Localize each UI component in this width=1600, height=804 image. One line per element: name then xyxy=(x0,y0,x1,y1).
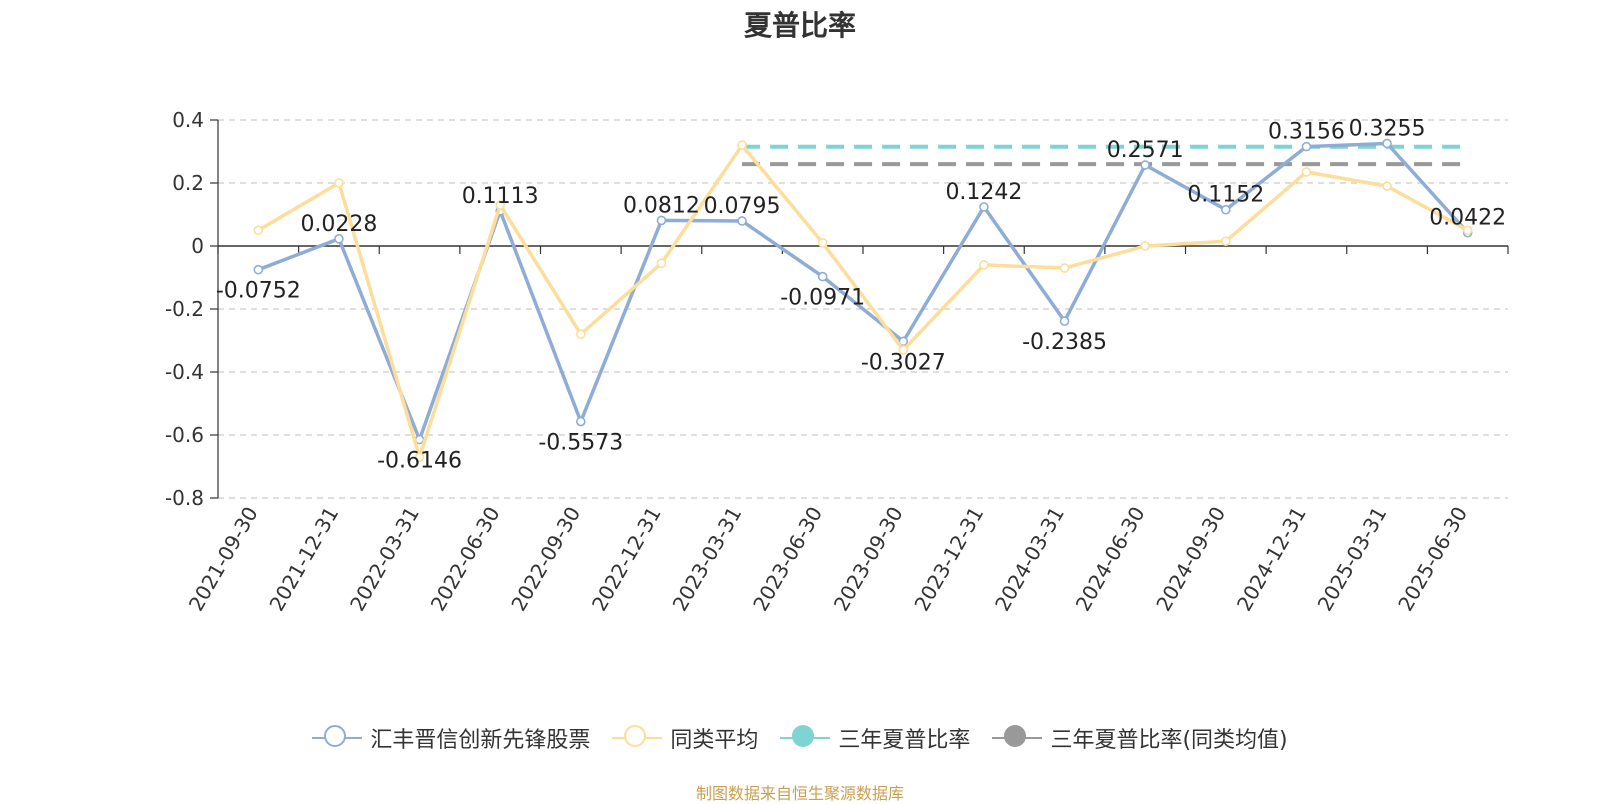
data-label: 0.0228 xyxy=(300,212,377,237)
y-tick-label: -0.8 xyxy=(165,486,204,510)
series-point xyxy=(656,215,667,226)
legend-marker-fund xyxy=(312,724,363,752)
data-label: -0.0752 xyxy=(216,279,301,304)
series-point xyxy=(1140,241,1150,251)
data-label: 0.3255 xyxy=(1349,116,1426,141)
series-point xyxy=(737,216,747,226)
x-tick-label: 2023-06-30 xyxy=(748,503,827,616)
series-point xyxy=(817,238,828,248)
data-label: 0.0812 xyxy=(623,193,700,218)
legend-item-three-year-sharpe-peer[interactable]: 三年夏普比率(同类均值) xyxy=(992,722,1288,754)
data-label: 0.3156 xyxy=(1268,120,1345,145)
series-point xyxy=(334,234,344,244)
legend-label-peer-average: 同类平均 xyxy=(670,728,759,753)
series-point xyxy=(656,258,667,269)
data-label: 0.1113 xyxy=(462,184,539,209)
series-point xyxy=(334,178,344,188)
chart-title: 夏普比率 xyxy=(743,9,856,42)
data-label: 0.1242 xyxy=(945,180,1022,205)
data-label: -0.5573 xyxy=(538,431,623,456)
source-note: 制图数据来自恒生聚源数据库 xyxy=(695,784,904,803)
x-tick-label: 2025-03-31 xyxy=(1312,503,1391,616)
x-tick-label: 2021-09-30 xyxy=(184,503,263,616)
series-point xyxy=(576,416,586,427)
legend-label-three-year-sharpe: 三年夏普比率 xyxy=(838,728,971,753)
legend-label-fund: 汇丰晋信创新先锋股票 xyxy=(370,728,591,753)
x-tick-label: 2023-12-31 xyxy=(909,503,988,616)
legend-item-three-year-sharpe[interactable]: 三年夏普比率 xyxy=(780,722,970,754)
x-tick-label: 2022-12-31 xyxy=(587,503,666,616)
y-tick-label: -0.6 xyxy=(165,423,204,447)
legend-label-three-year-sharpe-peer: 三年夏普比率(同类均值) xyxy=(1050,728,1288,753)
series-point xyxy=(1382,181,1392,191)
series-point xyxy=(898,345,909,355)
series-point xyxy=(1382,138,1392,149)
series-point xyxy=(1462,225,1473,236)
data-label: -0.6146 xyxy=(377,449,462,474)
legend-item-peer-average[interactable]: 同类平均 xyxy=(612,722,758,754)
grid-layer xyxy=(218,119,1508,499)
series-point xyxy=(979,260,989,270)
y-tick-label: -0.4 xyxy=(165,360,204,384)
data-label: 0.1152 xyxy=(1187,183,1264,208)
data-label: -0.3027 xyxy=(861,350,946,375)
series-point xyxy=(817,271,828,282)
series-point xyxy=(1059,316,1070,326)
x-tick-label: 2022-03-31 xyxy=(345,503,424,616)
series-point xyxy=(253,264,264,275)
y-tick-label: -0.2 xyxy=(165,297,204,321)
series-point xyxy=(737,140,747,150)
data-label: -0.0971 xyxy=(780,286,865,311)
legend-marker-three-year-sharpe xyxy=(780,724,831,752)
legend-marker-three-year-sharpe-peer xyxy=(992,724,1043,752)
series-point xyxy=(495,200,505,210)
series-point xyxy=(1221,236,1231,247)
x-tick-label: 2024-09-30 xyxy=(1151,503,1230,616)
x-tick-label: 2023-09-30 xyxy=(829,503,908,616)
series-point xyxy=(1059,263,1070,273)
series-line xyxy=(257,143,1469,459)
x-tick-label: 2024-06-30 xyxy=(1071,503,1150,616)
series-layer xyxy=(253,138,1473,462)
y-tick-label: 0 xyxy=(191,234,204,258)
series-point xyxy=(576,329,586,340)
series-line xyxy=(257,141,1469,442)
y-tick-label: 0.4 xyxy=(172,108,204,132)
series-point xyxy=(979,202,989,212)
x-tick-label: 2022-06-30 xyxy=(426,503,505,616)
data-label: -0.2385 xyxy=(1022,330,1107,355)
series-point xyxy=(1301,167,1312,177)
data-label: 0.2571 xyxy=(1107,138,1184,163)
series-point xyxy=(1140,160,1150,170)
x-tick-label: 2023-03-31 xyxy=(667,503,746,616)
legend-marker-peer-average xyxy=(612,724,663,752)
reference-lines xyxy=(742,144,1468,167)
series-point xyxy=(1221,204,1231,215)
data-label: 0.0795 xyxy=(704,194,781,219)
y-tick-label: 0.2 xyxy=(172,171,204,195)
x-tick-label: 2024-03-31 xyxy=(990,503,1069,616)
legend: 汇丰晋信创新先锋股票 同类平均 三年夏普比率 三年夏普比率(同类均值) xyxy=(0,718,1600,758)
x-tick-label: 2022-09-30 xyxy=(506,503,585,616)
series-point xyxy=(253,225,264,236)
series-point xyxy=(1301,141,1312,152)
x-tick-label: 2025-06-30 xyxy=(1393,503,1472,616)
series-point xyxy=(414,452,425,462)
x-tick-label: 2024-12-31 xyxy=(1232,503,1311,616)
data-label: 0.0422 xyxy=(1429,206,1506,231)
legend-item-fund[interactable]: 汇丰晋信创新先锋股票 xyxy=(312,722,590,754)
x-tick-label: 2021-12-31 xyxy=(264,503,343,616)
